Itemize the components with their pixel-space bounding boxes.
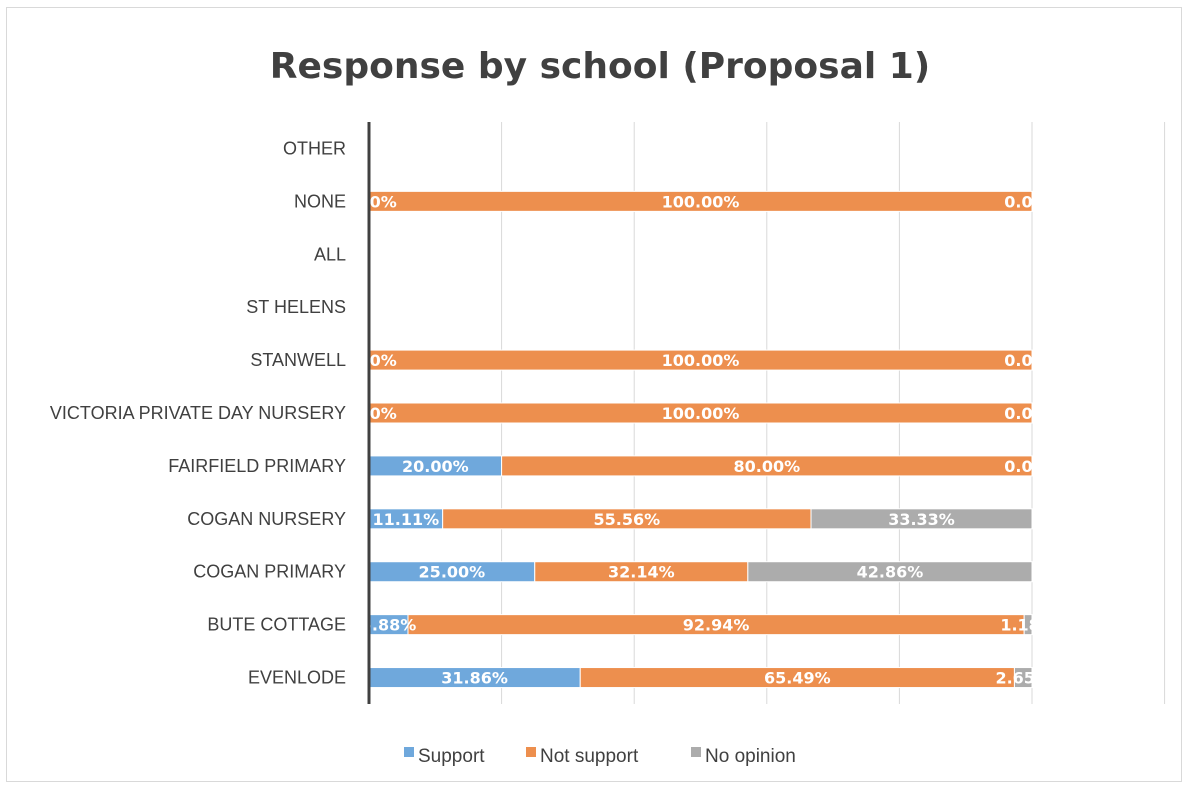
value-label-support-none: 0.00% bbox=[341, 192, 397, 211]
value-label-not-support-cogan-primary: 32.14% bbox=[608, 563, 675, 582]
category-label-fairfield-primary: FAIRFIELD PRIMARY bbox=[168, 456, 346, 476]
category-label-st-helens: ST HELENS bbox=[246, 297, 346, 317]
bar-not-support-fairfield-primary bbox=[501, 455, 1033, 477]
legend-swatch-support bbox=[404, 747, 414, 757]
legend-label-not-support: Not support bbox=[540, 746, 639, 767]
chart-frame bbox=[6, 7, 1182, 782]
category-label-cogan-primary: COGAN PRIMARY bbox=[193, 562, 346, 582]
value-label-not-support-fairfield-primary: 80.00% bbox=[733, 457, 800, 476]
value-label-no-opinion-none: 0.00% bbox=[1004, 192, 1060, 211]
value-label-no-opinion-bute-cottage: 1.18% bbox=[1000, 616, 1056, 635]
value-label-not-support-none: 100.00% bbox=[662, 192, 740, 211]
category-label-other: OTHER bbox=[283, 138, 346, 158]
value-label-not-support-evenlode: 65.49% bbox=[764, 669, 831, 688]
legend: Support Not support No opinion bbox=[404, 746, 796, 767]
bar-no-opinion-bute-cottage bbox=[1023, 614, 1033, 636]
value-label-support-stanwell: 0.00% bbox=[341, 351, 397, 370]
legend-swatch-not-support bbox=[526, 747, 536, 757]
value-label-support-cogan-primary: 25.00% bbox=[419, 563, 486, 582]
value-label-support-victoria-private-day-nursery: 0.00% bbox=[341, 404, 397, 423]
bars bbox=[366, 141, 1033, 689]
category-label-cogan-nursery: COGAN NURSERY bbox=[187, 509, 346, 529]
value-label-support-cogan-nursery: 11.11% bbox=[373, 510, 440, 529]
value-label-no-opinion-cogan-primary: 42.86% bbox=[857, 563, 924, 582]
value-label-not-support-cogan-nursery: 55.56% bbox=[594, 510, 661, 529]
value-label-no-opinion-stanwell: 0.00% bbox=[1004, 351, 1060, 370]
category-label-all: ALL bbox=[314, 244, 346, 264]
bar-no-opinion-cogan-nursery bbox=[810, 508, 1033, 530]
legend-label-support: Support bbox=[418, 746, 485, 767]
value-label-not-support-bute-cottage: 92.94% bbox=[683, 616, 750, 635]
value-label-no-opinion-cogan-nursery: 33.33% bbox=[888, 510, 955, 529]
category-label-stanwell: STANWELL bbox=[250, 350, 346, 370]
value-label-support-fairfield-primary: 20.00% bbox=[402, 457, 469, 476]
value-label-not-support-stanwell: 100.00% bbox=[662, 351, 740, 370]
legend-swatch-no-opinion bbox=[691, 747, 701, 757]
category-labels: EVENLODE BUTE COTTAGE COGAN PRIMARY COGAN N… bbox=[50, 138, 346, 687]
value-labels: 31.86% 65.49% 2.65% 5.88% 92.94% 1.18% 25.00% 3… bbox=[341, 192, 1060, 688]
bar-no-opinion-evenlode bbox=[1013, 667, 1033, 689]
value-label-no-opinion-evenlode: 2.65% bbox=[995, 669, 1051, 688]
value-label-no-opinion-victoria-private-day-nursery: 0.00% bbox=[1004, 404, 1060, 423]
value-label-support-bute-cottage: 5.88% bbox=[361, 616, 417, 635]
chart-title: Response by school (Proposal 1) bbox=[270, 46, 931, 87]
category-label-evenlode: EVENLODE bbox=[248, 668, 346, 688]
bar-no-opinion-cogan-primary bbox=[747, 561, 1033, 583]
value-label-support-evenlode: 31.86% bbox=[441, 669, 508, 688]
legend-label-no-opinion: No opinion bbox=[705, 746, 796, 767]
value-label-not-support-victoria-private-day-nursery: 100.00% bbox=[662, 404, 740, 423]
category-label-victoria-private-day-nursery: VICTORIA PRIVATE DAY NURSERY bbox=[50, 403, 346, 423]
value-label-no-opinion-fairfield-primary: 0.00% bbox=[1004, 457, 1060, 476]
category-label-none: NONE bbox=[294, 191, 346, 211]
category-label-bute-cottage: BUTE COTTAGE bbox=[207, 615, 346, 635]
